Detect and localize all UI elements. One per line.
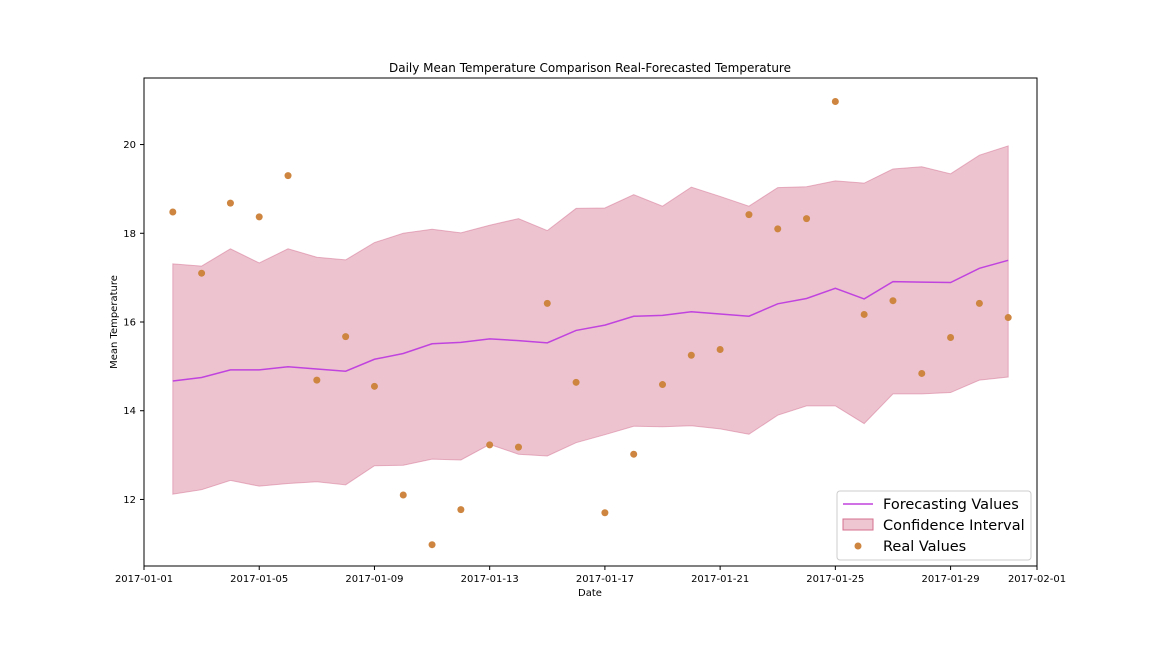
real-value-point	[975, 299, 983, 307]
y-tick-label: 12	[123, 495, 136, 506]
x-tick-label: 2017-01-25	[806, 574, 864, 585]
forecasting-values-line	[172, 259, 1009, 382]
y-tick-label: 20	[123, 140, 136, 151]
real-value-point	[774, 225, 782, 233]
real-value-point	[169, 208, 177, 216]
real-value-point	[198, 269, 206, 277]
y-axis: 12 14 16 18 20	[123, 140, 144, 506]
real-value-point	[889, 297, 897, 305]
real-value-point	[716, 346, 724, 354]
plot-area	[143, 77, 1038, 567]
real-value-point	[226, 199, 234, 207]
real-value-point	[860, 310, 868, 318]
real-value-point	[370, 382, 378, 390]
x-axis-label: Date	[578, 588, 602, 599]
legend: Forecasting Values Confidence Interval R…	[836, 490, 1032, 561]
legend-swatch-confidence-interval	[842, 518, 874, 531]
real-value-point	[428, 541, 436, 549]
real-value-point	[342, 333, 350, 341]
legend-label-real-values: Real Values	[883, 539, 966, 555]
confidence-interval-band	[172, 145, 1009, 495]
real-values-layer	[169, 98, 1012, 549]
legend-box	[836, 490, 1032, 561]
y-axis-label: Mean Temperature	[109, 275, 120, 369]
y-tick-label: 18	[123, 229, 136, 240]
real-value-point	[659, 381, 667, 389]
real-value-point	[918, 369, 926, 377]
real-value-point	[284, 172, 292, 180]
chart-title: Daily Mean Temperature Comparison Real-F…	[389, 61, 791, 75]
real-value-point	[313, 376, 321, 384]
x-tick-label: 2017-01-05	[230, 574, 288, 585]
real-value-point	[745, 211, 753, 219]
real-value-point	[601, 509, 609, 517]
x-tick-label: 2017-01-09	[345, 574, 403, 585]
real-value-point	[1004, 314, 1012, 322]
real-value-point	[803, 215, 811, 223]
plot-background	[144, 78, 1037, 566]
y-tick-label: 16	[123, 318, 136, 329]
real-value-point	[399, 491, 407, 499]
forecast-line-layer	[172, 259, 1009, 382]
x-tick-label: 2017-01-01	[115, 574, 173, 585]
real-value-point	[255, 213, 263, 221]
x-tick-label: 2017-01-21	[691, 574, 749, 585]
real-value-point	[630, 450, 638, 458]
x-axis: 2017-01-01 2017-01-05 2017-01-09 2017-01-13…	[115, 566, 1066, 585]
real-value-point	[514, 443, 522, 451]
y-tick-label: 14	[123, 406, 136, 417]
real-value-point	[486, 441, 494, 449]
real-value-point	[947, 334, 955, 342]
legend-label-confidence-interval: Confidence Interval	[883, 518, 1025, 534]
real-value-point	[572, 378, 580, 386]
confidence-band-layer	[172, 145, 1009, 495]
x-tick-label: 2017-02-01	[1008, 574, 1066, 585]
real-value-point	[543, 299, 551, 307]
real-value-point	[457, 506, 465, 514]
real-value-point	[687, 351, 695, 359]
x-tick-label: 2017-01-17	[576, 574, 634, 585]
legend-label-forecasting-values: Forecasting Values	[883, 497, 1019, 513]
x-tick-label: 2017-01-29	[922, 574, 980, 585]
x-tick-label: 2017-01-13	[461, 574, 519, 585]
legend-swatch-real-values	[854, 542, 862, 550]
real-value-point	[831, 98, 839, 106]
